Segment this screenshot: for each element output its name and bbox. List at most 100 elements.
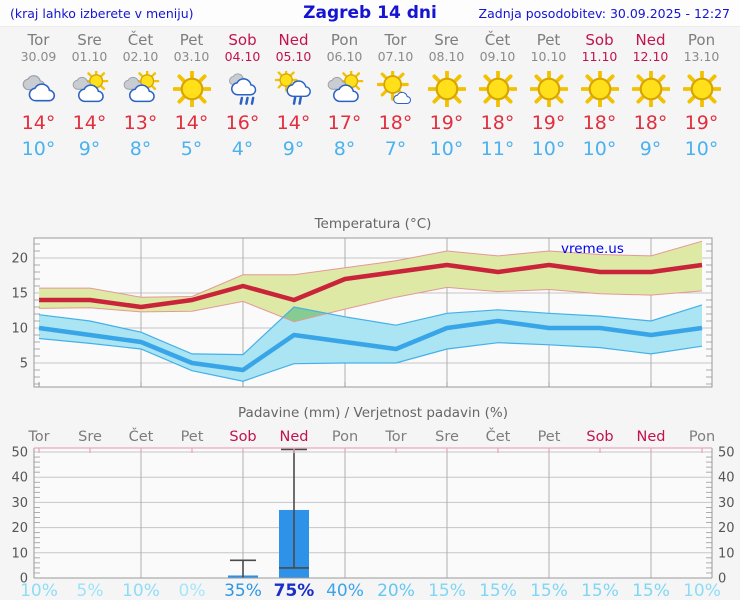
day-column: Pet 10.10 19° 10° xyxy=(523,31,574,162)
day-name: Sre xyxy=(77,31,102,49)
probability-label: 35% xyxy=(224,581,262,600)
max-temperature: 18° xyxy=(582,112,617,134)
rain-icon xyxy=(224,71,262,107)
probability-label: 5% xyxy=(77,581,104,600)
plot-background xyxy=(34,448,712,578)
day-date: 01.10 xyxy=(71,49,108,64)
partly-cloudy-icon xyxy=(122,71,160,107)
probability-label: 15% xyxy=(581,581,619,600)
min-temperature: 10° xyxy=(429,138,464,160)
day-column: Sob 04.10 16° 4° xyxy=(217,31,268,162)
max-band-edge xyxy=(38,286,703,323)
max-temperature: 18° xyxy=(378,112,413,134)
y-axis-label-left: 50 xyxy=(11,446,28,461)
min-temperature: 9° xyxy=(639,138,662,160)
day-column: Ned 12.10 18° 9° xyxy=(625,31,676,162)
day-name: Čet xyxy=(484,31,511,49)
day-label: Čet xyxy=(129,427,154,445)
y-axis-label-left: 0 xyxy=(20,572,28,587)
probability-label: 15% xyxy=(479,581,517,600)
header-bar: (kraj lahko izberete v meniju) Zagreb 14… xyxy=(0,0,740,27)
sun-icon xyxy=(631,71,670,107)
day-label: Ned xyxy=(637,429,666,445)
y-axis-label: 5 xyxy=(20,357,28,372)
min-temperature: 10° xyxy=(684,138,719,160)
y-axis-label: 15 xyxy=(11,287,28,302)
last-update-timestamp: Zadnja posodobitev: 30.09.2025 - 12:27 xyxy=(478,5,730,21)
y-axis-label-right: 40 xyxy=(718,471,735,486)
day-column: Čet 02.10 13° 8° xyxy=(115,31,166,162)
day-column: Čet 09.10 18° 11° xyxy=(472,31,523,162)
day-label: Sre xyxy=(435,429,459,445)
day-name: Sob xyxy=(228,31,257,49)
y-axis-label: 10 xyxy=(11,322,28,337)
day-column: Sre 08.10 19° 10° xyxy=(421,31,472,162)
max-temperature: 17° xyxy=(327,112,362,134)
day-label: Sob xyxy=(229,429,256,445)
max-temperature: 13° xyxy=(123,112,158,134)
min-temperature: 10° xyxy=(21,138,56,160)
day-date: 07.10 xyxy=(377,49,414,64)
chart-title: Temperatura (°C) xyxy=(314,216,432,232)
min-band-edge xyxy=(38,304,703,356)
sun-icon xyxy=(682,71,721,107)
y-axis-label-left: 10 xyxy=(11,546,28,561)
day-name: Pon xyxy=(687,31,716,49)
max-temperature: 16° xyxy=(225,112,260,134)
y-axis-label-right: 10 xyxy=(718,546,735,561)
min-temperature: 8° xyxy=(333,138,356,160)
max-temperature: 19° xyxy=(531,112,566,134)
day-date: 12.10 xyxy=(632,49,669,64)
y-axis-label-left: 20 xyxy=(11,521,28,536)
y-axis-label: 20 xyxy=(11,252,28,267)
day-date: 10.10 xyxy=(530,49,567,64)
day-column: Tor 30.09 14° 10° xyxy=(13,31,64,162)
day-name: Pet xyxy=(536,31,561,49)
y-axis-label-right: 30 xyxy=(718,496,735,511)
min-temp-line xyxy=(38,318,703,373)
day-label: Pon xyxy=(689,429,715,445)
day-label: Čet xyxy=(486,427,511,445)
location-menu-hint: (kraj lahko izberete v meniju) xyxy=(10,5,194,21)
page-title: Zagreb 14 dni xyxy=(303,3,437,23)
day-date: 02.10 xyxy=(122,49,159,64)
day-label: Pet xyxy=(181,429,204,445)
min-temperature: 10° xyxy=(531,138,566,160)
day-date: 11.10 xyxy=(581,49,618,64)
max-temperature: 19° xyxy=(429,112,464,134)
precipitation-chart: 0 0 10 10 20 20 30 30 40 40 50 50 Padavine (mm) / Ve… xyxy=(11,405,735,600)
partly-cloudy-icon xyxy=(71,71,109,107)
day-date: 30.09 xyxy=(20,49,57,64)
day-name: Ned xyxy=(635,31,666,49)
max-temperature: 18° xyxy=(480,112,515,134)
y-axis-label-right: 50 xyxy=(718,446,735,461)
min-temperature: 11° xyxy=(480,138,515,160)
day-name: Tor xyxy=(384,31,407,49)
probability-label: 20% xyxy=(377,581,415,600)
probability-label: 40% xyxy=(326,581,364,600)
max-temperature: 14° xyxy=(21,112,56,134)
day-name: Ned xyxy=(278,31,309,49)
sun-rain-icon xyxy=(274,71,313,107)
chart-title: Padavine (mm) / Verjetnost padavin (%) xyxy=(238,405,508,421)
day-name: Sre xyxy=(434,31,459,49)
min-temperature: 7° xyxy=(384,138,407,160)
max-temperature: 19° xyxy=(684,112,719,134)
min-temp-band xyxy=(39,304,702,382)
partly-cloudy-icon xyxy=(326,71,364,107)
plot-border xyxy=(33,237,713,388)
max-temperature: 14° xyxy=(72,112,107,134)
day-date: 06.10 xyxy=(326,49,363,64)
temperature-chart: 5 10 15 20 Temperatura (°C) vreme.us xyxy=(11,216,713,388)
probability-label: 10% xyxy=(20,581,58,600)
sun-icon xyxy=(172,71,211,107)
day-date: 05.10 xyxy=(275,49,312,64)
day-date: 13.10 xyxy=(683,49,720,64)
max-temp-band xyxy=(39,241,702,322)
min-band-edge xyxy=(38,337,703,382)
probability-label: 15% xyxy=(428,581,466,600)
min-temperature: 4° xyxy=(231,138,254,160)
day-label: Sre xyxy=(78,429,102,445)
day-date: 08.10 xyxy=(428,49,465,64)
